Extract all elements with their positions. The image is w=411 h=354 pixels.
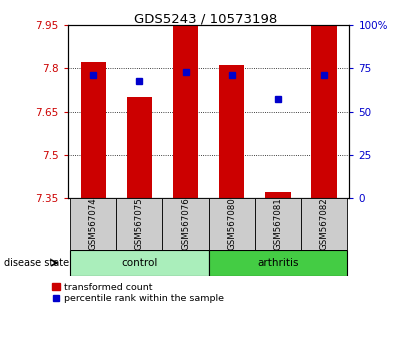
Bar [173, 25, 198, 198]
Bar [255, 198, 301, 250]
Bar [162, 198, 209, 250]
Bar [209, 198, 255, 250]
Text: GSM567082: GSM567082 [319, 198, 328, 250]
Bar [116, 198, 162, 250]
Bar [301, 198, 347, 250]
Bar [209, 250, 347, 276]
Bar [265, 193, 291, 198]
Text: GSM567075: GSM567075 [135, 198, 144, 250]
Text: disease state: disease state [4, 258, 69, 268]
Bar [70, 250, 209, 276]
Bar [219, 65, 245, 198]
Text: GSM567081: GSM567081 [273, 198, 282, 250]
Bar [127, 97, 152, 198]
Text: control: control [121, 258, 157, 268]
Bar [81, 62, 106, 198]
Text: GSM567074: GSM567074 [89, 198, 98, 250]
Text: GSM567076: GSM567076 [181, 198, 190, 250]
Legend: transformed count, percentile rank within the sample: transformed count, percentile rank withi… [52, 282, 224, 303]
Bar [70, 198, 116, 250]
Text: arthritis: arthritis [257, 258, 298, 268]
Text: GSM567080: GSM567080 [227, 198, 236, 250]
Bar [311, 25, 337, 198]
Text: GDS5243 / 10573198: GDS5243 / 10573198 [134, 12, 277, 25]
